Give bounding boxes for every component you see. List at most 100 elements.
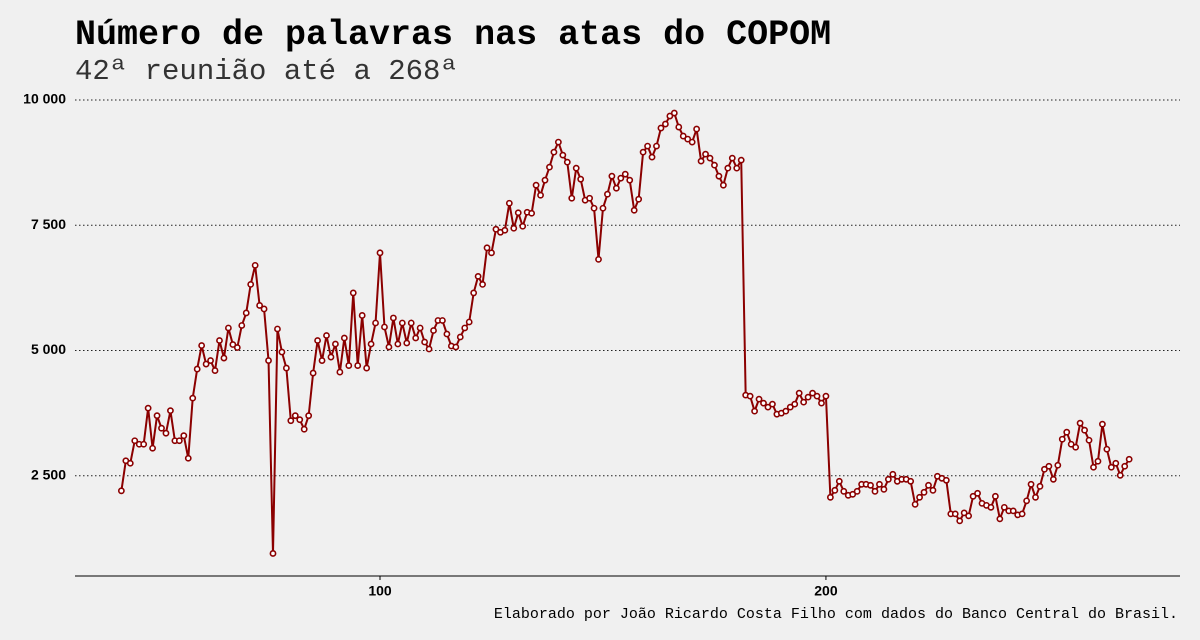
data-point xyxy=(1027,480,1035,488)
data-point xyxy=(256,302,264,309)
data-point xyxy=(452,343,460,351)
data-point xyxy=(296,416,304,424)
data-point xyxy=(492,225,500,233)
data-point xyxy=(247,280,255,288)
data-point xyxy=(653,142,660,150)
data-point xyxy=(274,325,281,333)
data-point xyxy=(198,342,206,349)
data-point xyxy=(617,174,625,182)
data-point xyxy=(804,393,812,401)
data-point xyxy=(167,407,174,415)
data-point xyxy=(826,493,834,501)
data-point xyxy=(648,153,656,161)
data-point xyxy=(336,368,344,376)
data-point xyxy=(599,204,607,212)
data-point xyxy=(746,392,754,400)
data-point xyxy=(960,509,968,517)
data-point xyxy=(340,334,348,342)
data-point xyxy=(782,407,790,415)
data-point xyxy=(1121,462,1129,470)
data-point xyxy=(554,138,562,146)
data-point xyxy=(760,399,767,407)
data-point xyxy=(318,357,326,364)
data-point xyxy=(657,124,665,132)
data-point xyxy=(443,330,451,338)
data-point xyxy=(1032,493,1039,501)
data-point xyxy=(987,503,995,511)
data-point xyxy=(541,176,549,184)
data-point xyxy=(724,164,732,172)
data-point xyxy=(670,109,678,117)
data-point xyxy=(1000,503,1008,511)
chart-subtitle: 42ª reunião até a 268ª xyxy=(75,55,458,88)
data-point xyxy=(117,487,125,495)
data-point xyxy=(929,486,937,494)
y-tick-label: 2 500 xyxy=(31,466,66,482)
data-point xyxy=(688,138,696,146)
data-point xyxy=(349,289,357,297)
data-point xyxy=(193,365,201,373)
data-point xyxy=(269,550,277,557)
data-point xyxy=(764,403,772,411)
data-point xyxy=(412,334,420,342)
data-point xyxy=(305,412,313,420)
data-point xyxy=(131,437,139,445)
data-point xyxy=(853,487,861,495)
data-point xyxy=(755,395,763,403)
data-point xyxy=(621,170,629,178)
data-point xyxy=(974,489,981,497)
data-point xyxy=(376,249,384,257)
data-point xyxy=(679,132,687,140)
data-point xyxy=(398,319,406,327)
data-point xyxy=(876,480,883,488)
data-point xyxy=(332,340,339,348)
data-point xyxy=(1094,457,1102,465)
x-tick-label: 200 xyxy=(814,583,838,599)
data-point xyxy=(354,362,362,369)
data-point xyxy=(505,199,513,207)
data-point xyxy=(483,244,491,252)
data-point xyxy=(345,362,353,369)
data-point xyxy=(149,444,156,452)
data-line xyxy=(120,111,1131,554)
data-point xyxy=(358,312,366,319)
y-tick-label: 7 500 xyxy=(31,216,66,232)
data-point xyxy=(1045,462,1053,470)
data-point xyxy=(880,485,888,493)
data-point xyxy=(907,477,915,485)
data-point xyxy=(719,181,727,189)
data-point xyxy=(211,367,219,374)
data-point xyxy=(1067,440,1075,448)
data-point xyxy=(965,512,973,520)
data-point xyxy=(604,190,611,198)
data-point xyxy=(216,337,223,344)
data-point xyxy=(479,280,486,288)
data-point xyxy=(180,432,188,440)
data-point xyxy=(389,314,397,322)
data-point xyxy=(577,175,585,183)
data-point xyxy=(849,490,857,498)
data-point xyxy=(242,309,250,317)
data-point xyxy=(1054,461,1062,469)
data-point xyxy=(309,369,317,377)
data-point xyxy=(818,399,825,407)
data-point xyxy=(537,191,544,199)
data-point xyxy=(800,398,808,406)
data-point xyxy=(1049,475,1057,483)
data-point xyxy=(733,164,741,172)
data-point xyxy=(835,477,843,485)
data-point xyxy=(795,389,803,397)
x-tick-label: 100 xyxy=(368,583,392,599)
data-point xyxy=(1009,507,1017,515)
data-point xyxy=(278,348,286,356)
data-point xyxy=(207,357,214,364)
data-point xyxy=(323,332,330,339)
data-point xyxy=(144,404,152,412)
data-point xyxy=(202,360,210,368)
data-point xyxy=(363,364,371,372)
data-point xyxy=(528,209,536,217)
data-point xyxy=(991,492,999,500)
data-point xyxy=(394,340,402,348)
